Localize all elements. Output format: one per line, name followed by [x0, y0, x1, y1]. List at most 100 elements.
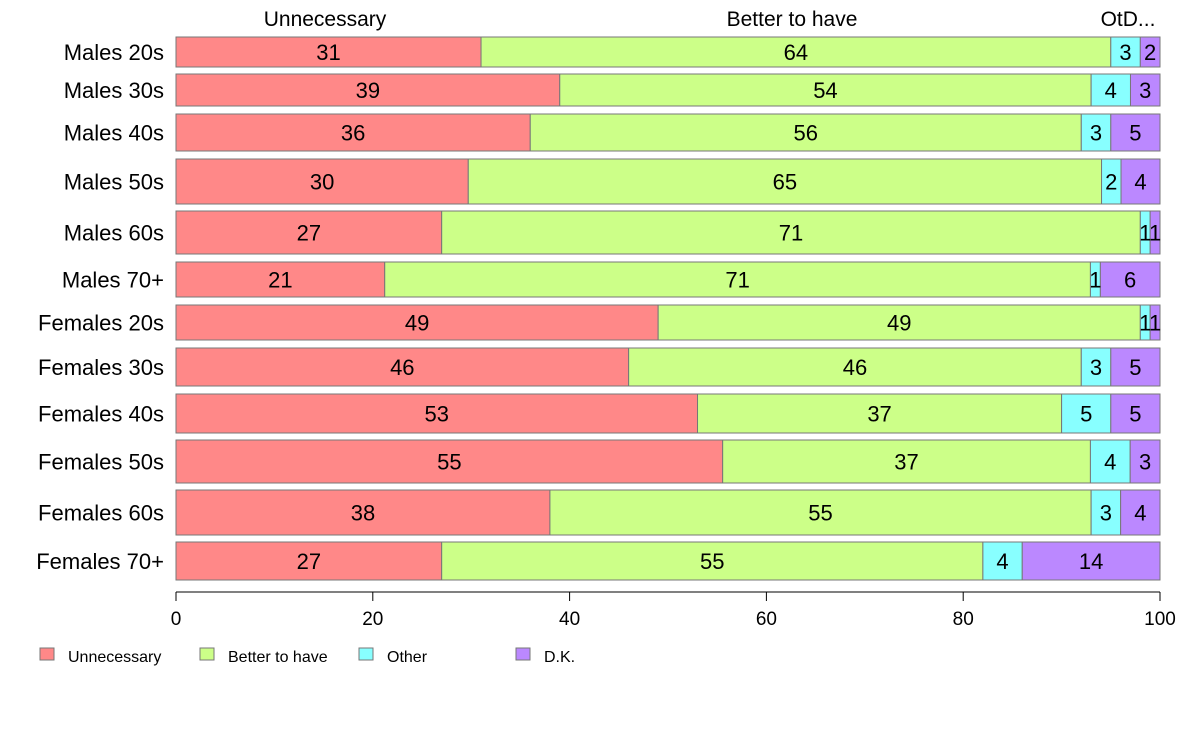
- segment-value-label: 64: [784, 40, 808, 65]
- segment-value-label: 65: [773, 170, 797, 195]
- segment-value-label: 5: [1129, 121, 1141, 146]
- segment-value-label: 46: [843, 355, 867, 380]
- x-tick-label: 80: [953, 609, 974, 630]
- segment-value-label: 4: [1134, 501, 1146, 526]
- bar-segment: [559, 73, 1092, 107]
- bar-segment: [175, 261, 386, 298]
- category-label: Females 30s: [38, 355, 164, 380]
- category-label: Males 40s: [64, 121, 164, 146]
- segment-value-label: 53: [425, 402, 449, 427]
- segment-value-label: 49: [405, 311, 429, 336]
- x-tick-label: 0: [171, 609, 182, 630]
- segment-value-label: 27: [297, 221, 321, 246]
- bar-segment: [697, 393, 1063, 434]
- category-labels-group: Males 20s Males 30s Males 40s Males 50s Male…: [36, 40, 164, 574]
- segment-value-label: 38: [351, 501, 375, 526]
- bar-segment: [1099, 261, 1161, 298]
- bar-segment: [175, 158, 469, 205]
- top-series-labels-group: Unnecessary Better to have OtD...: [264, 8, 1156, 31]
- legend-swatch: [358, 647, 374, 661]
- bar-segment: [441, 541, 984, 581]
- bar-segment: [175, 489, 551, 536]
- bar-segment: [1090, 489, 1122, 536]
- bar-segment: [467, 158, 1103, 205]
- bar-segment: [1120, 158, 1161, 205]
- segment-value-label: 31: [316, 40, 340, 65]
- bar-segment: [1129, 73, 1161, 107]
- legend-label: Better to have: [228, 649, 328, 666]
- x-axis: 0 20 40 60 80 100: [171, 591, 1176, 630]
- bar-segment: [1149, 210, 1161, 255]
- category-label: Males 30s: [64, 78, 164, 103]
- category-label: Males 60s: [64, 221, 164, 246]
- bar-segment: [1061, 393, 1112, 434]
- category-label: Males 50s: [64, 170, 164, 195]
- segment-value-label: 21: [268, 268, 292, 293]
- top-series-label: Better to have: [727, 8, 858, 31]
- segment-value-label: 3: [1090, 121, 1102, 146]
- bars-group: [175, 36, 1161, 581]
- segment-value-label: 6: [1124, 268, 1136, 293]
- bar-segment: [175, 73, 561, 107]
- bar-segment: [1129, 439, 1161, 484]
- segment-value-label: 5: [1080, 402, 1092, 427]
- bar-segment: [529, 113, 1082, 152]
- x-tick-label: 100: [1144, 609, 1176, 630]
- bar-segment: [175, 541, 443, 581]
- segment-value-label: 5: [1129, 402, 1141, 427]
- segment-value-label: 56: [794, 121, 818, 146]
- bar-segment: [175, 113, 531, 152]
- bar-segment: [628, 347, 1082, 387]
- bar-segment: [1120, 489, 1161, 536]
- bar-segment: [1110, 393, 1161, 434]
- category-label: Males 20s: [64, 40, 164, 65]
- legend-label: Unnecessary: [68, 649, 161, 666]
- bar-segment: [175, 347, 630, 387]
- bar-segment: [1021, 541, 1161, 581]
- category-label: Males 70+: [62, 268, 164, 293]
- category-label: Females 40s: [38, 402, 164, 427]
- bar-segment: [657, 304, 1141, 341]
- segment-value-label: 5: [1129, 355, 1141, 380]
- segment-value-label: 37: [867, 402, 891, 427]
- bar-segment: [175, 36, 482, 68]
- segment-value-label: 1: [1139, 221, 1151, 246]
- legend-label: D.K.: [544, 649, 575, 666]
- top-series-label: OtD...: [1101, 8, 1156, 31]
- bar-segment: [1089, 439, 1131, 484]
- segment-value-label: 4: [1134, 170, 1146, 195]
- segment-value-label: 49: [887, 311, 911, 336]
- category-label: Females 50s: [38, 450, 164, 475]
- bar-segment: [982, 541, 1023, 581]
- segment-value-label: 3: [1139, 450, 1151, 475]
- segment-value-label: 30: [310, 170, 334, 195]
- bar-segment: [1110, 347, 1161, 387]
- segment-value-label: 46: [390, 355, 414, 380]
- segment-value-label: 55: [808, 501, 832, 526]
- bar-segment: [1090, 73, 1131, 107]
- segment-value-label: 3: [1119, 40, 1131, 65]
- bar-segment: [384, 261, 1091, 298]
- bar-segment: [480, 36, 1112, 68]
- segment-value-label: 4: [1105, 78, 1117, 103]
- segment-value-label: 4: [1104, 450, 1116, 475]
- category-label: Females 20s: [38, 311, 164, 336]
- bar-segment: [1149, 304, 1161, 341]
- bar-segment: [175, 393, 699, 434]
- segment-value-label: 2: [1105, 170, 1117, 195]
- x-tick-label: 60: [756, 609, 777, 630]
- top-series-label: Unnecessary: [264, 8, 387, 31]
- legend-swatch: [39, 647, 55, 661]
- segment-value-label: 1: [1089, 268, 1101, 293]
- segment-value-label: 36: [341, 121, 365, 146]
- segment-value-label: 4: [996, 549, 1008, 574]
- bar-segment: [1080, 347, 1112, 387]
- category-label: Females 70+: [36, 549, 164, 574]
- segment-value-label: 1: [1139, 311, 1151, 336]
- bar-segment: [175, 304, 659, 341]
- segment-value-label: 37: [894, 450, 918, 475]
- segment-value-label: 3: [1100, 501, 1112, 526]
